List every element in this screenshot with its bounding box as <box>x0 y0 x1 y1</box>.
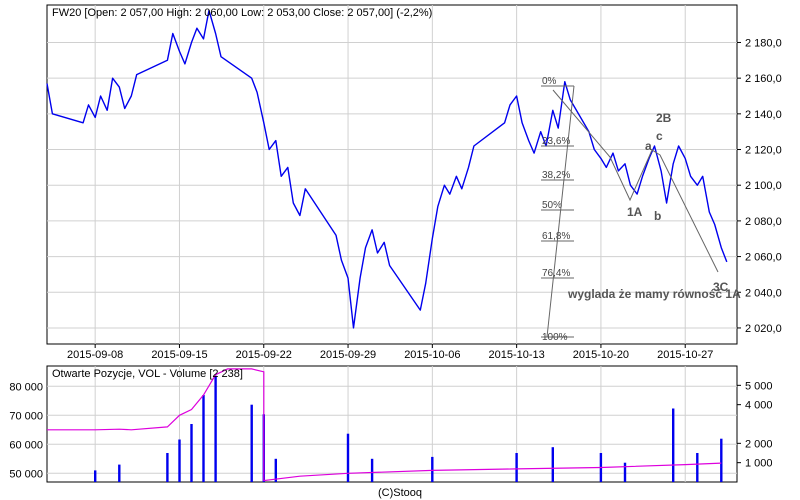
volume-right-tick-label-1: 2 000 <box>745 438 773 450</box>
footer-credit: (C)Stooq <box>378 487 422 499</box>
fib-label-50: 50% <box>542 200 562 211</box>
open-interest-line <box>47 368 722 482</box>
price-y-tick-label-2: 2 060,0 <box>745 252 782 264</box>
fib-label-0: 0% <box>542 76 557 87</box>
volume-bar-1 <box>118 464 121 482</box>
volume-left-tick-label-2: 70 000 <box>9 410 43 422</box>
volume-bar-6 <box>214 375 217 482</box>
price-y-tick-label-4: 2 100,0 <box>745 180 782 192</box>
fib-trend-line <box>546 85 575 338</box>
wave-label-1A: 1A <box>627 205 643 219</box>
fib-label-23-6: 23,6% <box>542 136 570 147</box>
volume-bar-9 <box>274 458 277 482</box>
volume-bar-16 <box>623 462 627 482</box>
volume-bar-12 <box>431 456 434 482</box>
price-title: FW20 [Open: 2 057,00 High: 2 060,00 Low:… <box>52 7 432 19</box>
volume-bar-7 <box>250 404 253 482</box>
fib-label-61-8: 61,8% <box>542 231 570 242</box>
volume-bar-14 <box>551 447 554 482</box>
wave-lines <box>552 89 719 273</box>
volume-bar-0 <box>94 470 97 482</box>
date-tick-label-1: 2015-09-15 <box>151 349 207 361</box>
fibonacci-retracement: 0% 23,6% 38,2% 50% 61,8% 76,4% 100% <box>541 76 575 343</box>
volume-bar-19 <box>720 438 723 482</box>
volume-bar-5 <box>202 395 205 482</box>
volume-right-axis: 1 000 2 000 4 000 5 000 <box>737 380 773 470</box>
date-tick-label-6: 2015-10-20 <box>573 349 629 361</box>
date-tick-label-2: 2015-09-22 <box>236 349 292 361</box>
price-series-line <box>46 9 728 329</box>
fib-label-76-4: 76,4% <box>542 268 570 279</box>
date-tick-label-0: 2015-09-08 <box>67 349 123 361</box>
price-y-tick-label-5: 2 120,0 <box>745 145 782 157</box>
price-y-tick-label-8: 2 180,0 <box>745 37 782 49</box>
wave-annotation: 1A b a c 2B 3C wyglada że mamy równość 1… <box>552 89 741 301</box>
date-tick-label-3: 2015-09-29 <box>320 349 376 361</box>
price-grid <box>47 5 737 344</box>
volume-bar-2 <box>166 453 169 482</box>
volume-bar-10 <box>346 433 350 482</box>
date-tick-label-4: 2015-10-06 <box>404 349 460 361</box>
volume-left-axis: 50 000 60 000 70 000 80 000 <box>9 381 43 480</box>
price-y-tick-label-7: 2 160,0 <box>745 73 782 85</box>
volume-bar-4 <box>190 424 193 482</box>
volume-left-tick-label-0: 50 000 <box>9 468 43 480</box>
volume-right-tick-label-2: 4 000 <box>745 400 773 412</box>
wave-label-2B: 2B <box>656 111 672 125</box>
analysis-note: wyglada że mamy równość 1A <box>567 287 741 301</box>
date-axis: 2015-09-08 2015-09-15 2015-09-22 2015-09-29… <box>67 344 713 361</box>
fib-label-38-2: 38,2% <box>542 170 570 181</box>
volume-left-tick-label-3: 80 000 <box>9 381 43 393</box>
volume-right-tick-label-0: 1 000 <box>745 458 773 470</box>
volume-title: Otwarte Pozycje, VOL - Volume [2 238] <box>52 368 243 380</box>
price-y-tick-label-0: 2 020,0 <box>745 323 782 335</box>
volume-bar-18 <box>696 453 699 482</box>
volume-left-tick-label-1: 60 000 <box>9 439 43 451</box>
volume-bar-3 <box>178 439 181 482</box>
volume-bar-13 <box>515 453 518 482</box>
wave-label-3C: 3C <box>713 280 729 294</box>
volume-right-tick-label-3: 5 000 <box>745 380 773 392</box>
fib-label-100: 100% <box>542 332 568 343</box>
price-panel <box>46 4 738 345</box>
wave-label-b: b <box>654 209 661 223</box>
wave-label-a: a <box>645 139 652 153</box>
volume-bar-17 <box>672 408 675 482</box>
price-y-tick-label-1: 2 040,0 <box>745 287 782 299</box>
wave-label-c: c <box>656 129 663 143</box>
price-y-tick-label-3: 2 080,0 <box>745 216 782 228</box>
date-tick-label-5: 2015-10-13 <box>488 349 544 361</box>
price-y-tick-label-6: 2 140,0 <box>745 109 782 121</box>
volume-panel <box>46 365 738 483</box>
volume-bar-11 <box>370 458 374 482</box>
date-tick-label-7: 2015-10-27 <box>657 349 713 361</box>
price-y-axis: 2 020,0 2 040,0 2 060,0 2 080,0 2 100,0 2 120… <box>737 37 782 335</box>
